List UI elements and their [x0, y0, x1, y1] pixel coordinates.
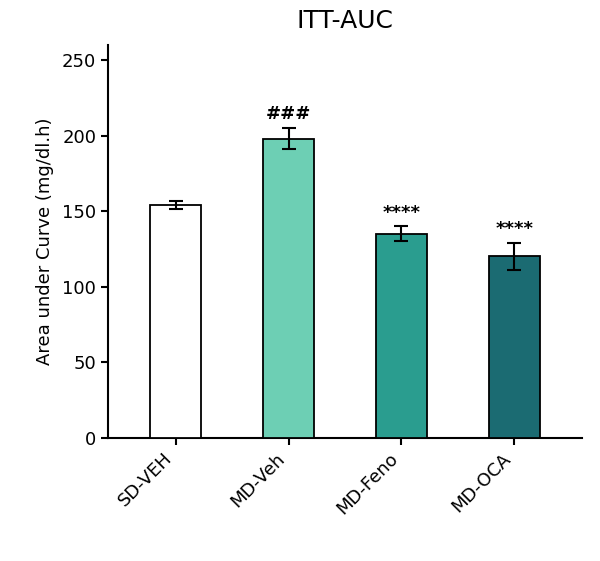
Bar — [376, 234, 427, 438]
Y-axis label: Area under Curve (mg/dl.h): Area under Curve (mg/dl.h) — [35, 117, 53, 365]
Bar — [151, 205, 201, 438]
Bar — [263, 139, 314, 438]
Text: ****: **** — [495, 220, 533, 238]
Text: ****: **** — [382, 204, 421, 222]
Title: ITT-AUC: ITT-AUC — [296, 9, 394, 33]
Text: ###: ### — [266, 105, 311, 123]
Bar — [489, 256, 539, 438]
